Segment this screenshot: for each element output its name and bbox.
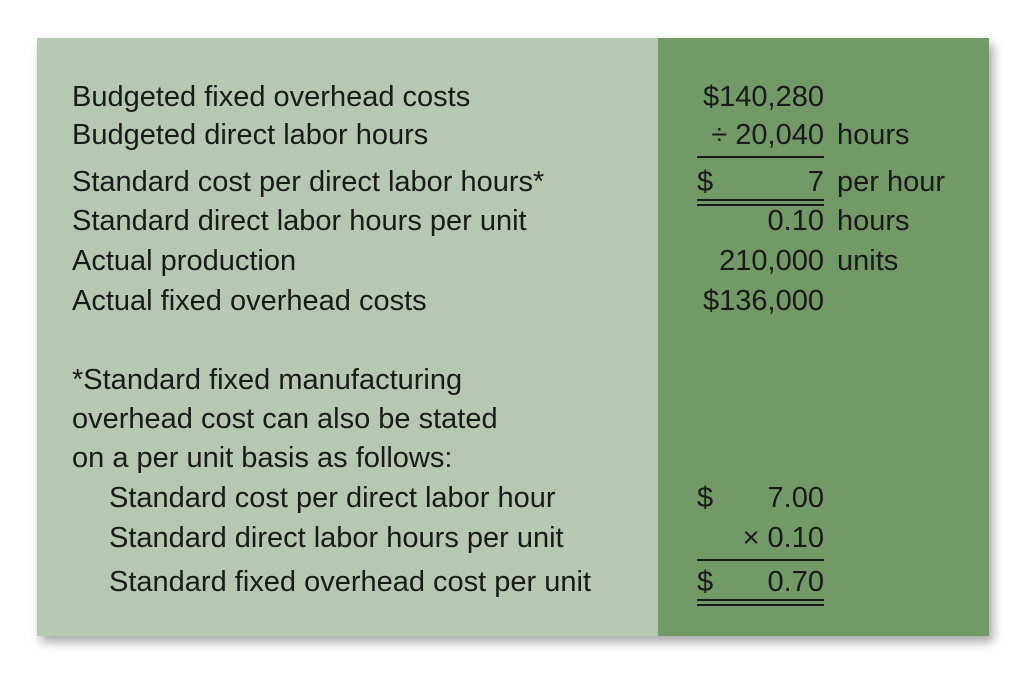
row-value: $140,280 — [703, 81, 824, 113]
footnote-row-value: × 0.10 — [742, 522, 824, 554]
footnote-row-value: 0.70 — [767, 566, 824, 598]
row-value: ÷ 20,040 — [711, 119, 824, 151]
sum-rule — [697, 559, 824, 561]
values-panel — [658, 38, 989, 636]
row-value: 7 — [807, 166, 824, 198]
footnote-line: overhead cost can also be stated — [72, 403, 498, 435]
row-label: Standard cost per direct labor hours* — [72, 166, 545, 198]
row-dollar: $ — [697, 166, 714, 198]
footnote-row-label: Standard cost per direct labor hour — [109, 482, 556, 514]
footnote-row-dollar: $ — [697, 482, 714, 514]
total-double-rule — [697, 199, 824, 206]
row-label: Actual fixed overhead costs — [72, 285, 427, 317]
row-value: $136,000 — [703, 285, 824, 317]
labels-panel — [37, 38, 658, 636]
footnote-row-value: 7.00 — [767, 482, 824, 514]
row-value: 0.10 — [767, 205, 824, 237]
row-unit: per hour — [837, 166, 946, 198]
row-unit: hours — [837, 119, 910, 151]
footnote-row-dollar: $ — [697, 566, 714, 598]
total-double-rule — [697, 599, 824, 606]
row-label: Standard direct labor hours per unit — [72, 205, 527, 237]
sum-rule — [697, 156, 824, 158]
footnote-row-label: Standard fixed overhead cost per unit — [109, 566, 592, 598]
row-unit: units — [837, 245, 899, 277]
footnote-row-label: Standard direct labor hours per unit — [109, 522, 564, 554]
row-unit: hours — [837, 205, 910, 237]
row-value: 210,000 — [719, 245, 824, 277]
cost-table-card: Budgeted fixed overhead costs $140,280 B… — [37, 38, 989, 636]
row-label: Budgeted direct labor hours — [72, 119, 429, 151]
footnote-line: on a per unit basis as follows: — [72, 442, 453, 474]
footnote-line: *Standard fixed manufacturing — [72, 364, 463, 396]
row-label: Budgeted fixed overhead costs — [72, 81, 471, 113]
row-label: Actual production — [72, 245, 297, 277]
